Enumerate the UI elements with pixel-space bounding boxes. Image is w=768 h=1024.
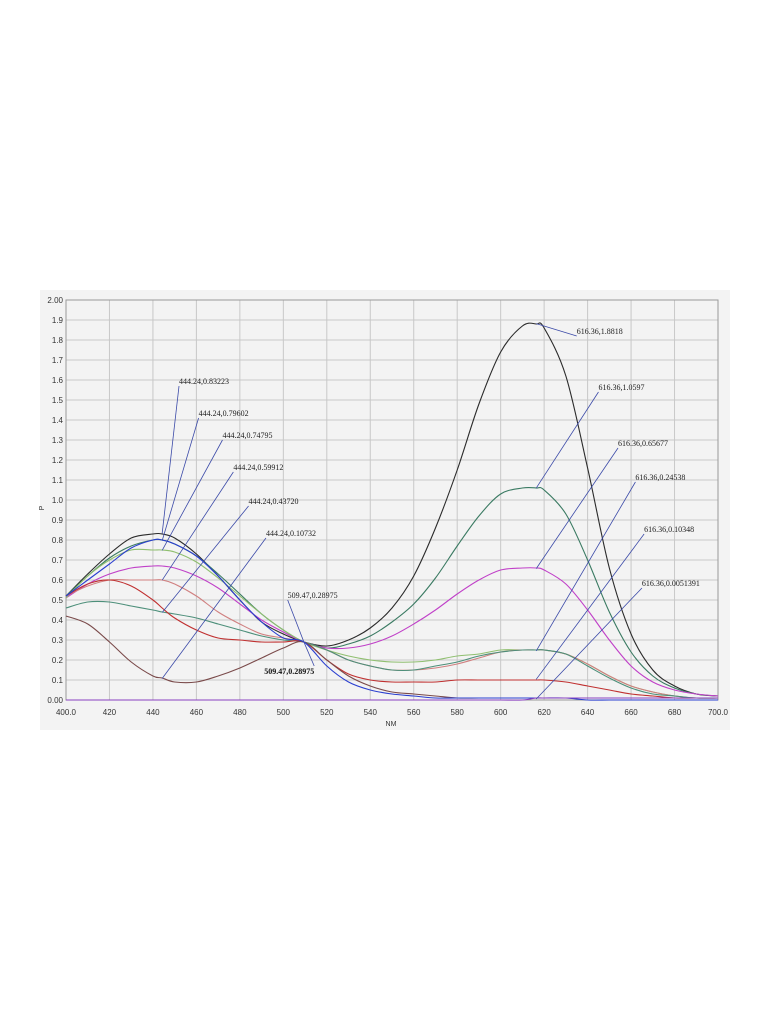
tick-labels: 400.0 420 440 460 480 500 520 540 560 580 600 620 64… xyxy=(47,296,728,717)
annotation-leader xyxy=(535,587,643,700)
annotation-leader xyxy=(161,385,180,534)
x-tick-label: 420 xyxy=(103,708,117,717)
y-tick-label: 0.4 xyxy=(52,616,64,625)
y-tick-label: 0.5 xyxy=(52,596,64,605)
annotation-leader xyxy=(161,417,199,541)
y-tick-label: 0.6 xyxy=(52,576,64,585)
y-tick-label: 0.9 xyxy=(52,516,64,525)
y-tick-label: 0.1 xyxy=(52,676,64,685)
y-tick-label: 1.5 xyxy=(52,396,64,405)
x-tick-label: 500 xyxy=(277,708,291,717)
annotation-leader xyxy=(161,439,223,551)
x-tick-label: 560 xyxy=(407,708,421,717)
annotations: 444.24,0.83223 444.24,0.79602 444.24,0.747… xyxy=(161,323,700,700)
y-tick-label: 0.7 xyxy=(52,556,64,565)
y-tick-label: 1.0 xyxy=(52,496,64,505)
y-tick-label: 1.9 xyxy=(52,316,64,325)
annotation-label: 444.24,0.10732 xyxy=(266,529,316,538)
annotation-label: 444.24,0.83223 xyxy=(179,377,229,386)
annotation-label: 444.24,0.79602 xyxy=(199,409,249,418)
annotation-label: 616.36,1.8818 xyxy=(577,327,623,336)
y-tick-label: 1.1 xyxy=(52,476,64,485)
y-tick-label: 1.7 xyxy=(52,356,64,365)
y-tick-label: 1.4 xyxy=(52,416,64,425)
annotation-label-bold: 509.47,0.28975 xyxy=(264,667,314,676)
chart-frame xyxy=(40,290,730,730)
annotation-leader xyxy=(536,323,577,337)
annotation-label: 444.24,0.74795 xyxy=(222,431,272,440)
annotation-leader xyxy=(535,391,599,489)
x-tick-label: 600 xyxy=(494,708,508,717)
annotation-leader xyxy=(161,505,249,613)
x-axis-label: NM xyxy=(386,721,397,728)
y-tick-label: 0.3 xyxy=(52,636,64,645)
annotation-leader xyxy=(287,599,305,643)
x-tick-label: 540 xyxy=(364,708,378,717)
y-tick-label: 1.6 xyxy=(52,376,64,385)
y-tick-label: 0.00 xyxy=(47,696,63,705)
y-tick-label: 1.2 xyxy=(52,456,64,465)
y-axis-label: P xyxy=(39,505,46,510)
annotation-leader xyxy=(535,533,645,680)
annotation-label: 616.36,0.0051391 xyxy=(642,579,700,588)
annotation-leader xyxy=(535,447,619,569)
series-line-8 xyxy=(65,615,718,699)
x-tick-label: 460 xyxy=(190,708,204,717)
x-tick-label: 640 xyxy=(581,708,595,717)
x-tick-label: 660 xyxy=(624,708,638,717)
series-lines xyxy=(65,322,719,701)
x-tick-label: 440 xyxy=(146,708,160,717)
x-tick-label: 520 xyxy=(320,708,334,717)
annotation-label: 616.36,1.0597 xyxy=(598,383,644,392)
x-tick-label: 700.0 xyxy=(708,708,729,717)
series-line-9 xyxy=(65,538,718,701)
annotation-leader xyxy=(161,471,234,581)
series-line-3 xyxy=(65,565,719,697)
annotation-label: 616.36,0.24538 xyxy=(635,473,685,482)
series-line-10 xyxy=(66,697,718,701)
annotation-leader xyxy=(535,481,636,652)
annotation-label: 444.24,0.59912 xyxy=(233,463,283,472)
y-tick-label: 2.00 xyxy=(47,296,63,305)
y-tick-label: 1.3 xyxy=(52,436,64,445)
x-tick-label: 580 xyxy=(451,708,465,717)
x-tick-label: 680 xyxy=(668,708,682,717)
annotation-label: 616.36,0.65677 xyxy=(618,439,668,448)
y-tick-label: 0.8 xyxy=(52,536,64,545)
series-line-6 xyxy=(65,600,719,699)
series-line-7 xyxy=(65,579,718,699)
annotation-label: 616.36,0.10348 xyxy=(644,525,694,534)
y-tick-label: 0.2 xyxy=(52,656,64,665)
annotation-label: 509.47,0.28975 xyxy=(288,591,338,600)
annotation-leader xyxy=(303,641,315,667)
annotation-label: 444.24,0.43720 xyxy=(249,497,299,506)
series-line-1 xyxy=(65,322,719,697)
x-tick-label: 400.0 xyxy=(56,708,77,717)
gridlines xyxy=(65,299,719,701)
annotation-leader xyxy=(161,537,267,679)
x-tick-label: 620 xyxy=(537,708,551,717)
y-tick-label: 1.8 xyxy=(52,336,64,345)
x-tick-label: 480 xyxy=(233,708,247,717)
